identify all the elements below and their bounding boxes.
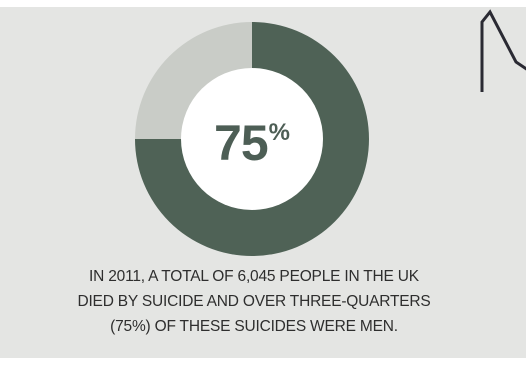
caption-line-2: DIED BY SUICIDE AND OVER THREE-QUARTERS: [77, 293, 431, 310]
partial-letter-decoration: [480, 9, 526, 92]
caption-text: IN 2011, A TOTAL OF 6,045 PEOPLE IN THE …: [0, 264, 508, 339]
center-percentage-label: 75%: [214, 118, 290, 168]
center-value: 75: [214, 115, 269, 171]
caption-line-3: (75%) OF THESE SUICIDES WERE MEN.: [110, 318, 398, 335]
center-unit: %: [268, 119, 290, 146]
donut-hole: [181, 68, 323, 210]
caption-line-1: IN 2011, A TOTAL OF 6,045 PEOPLE IN THE …: [89, 268, 419, 285]
